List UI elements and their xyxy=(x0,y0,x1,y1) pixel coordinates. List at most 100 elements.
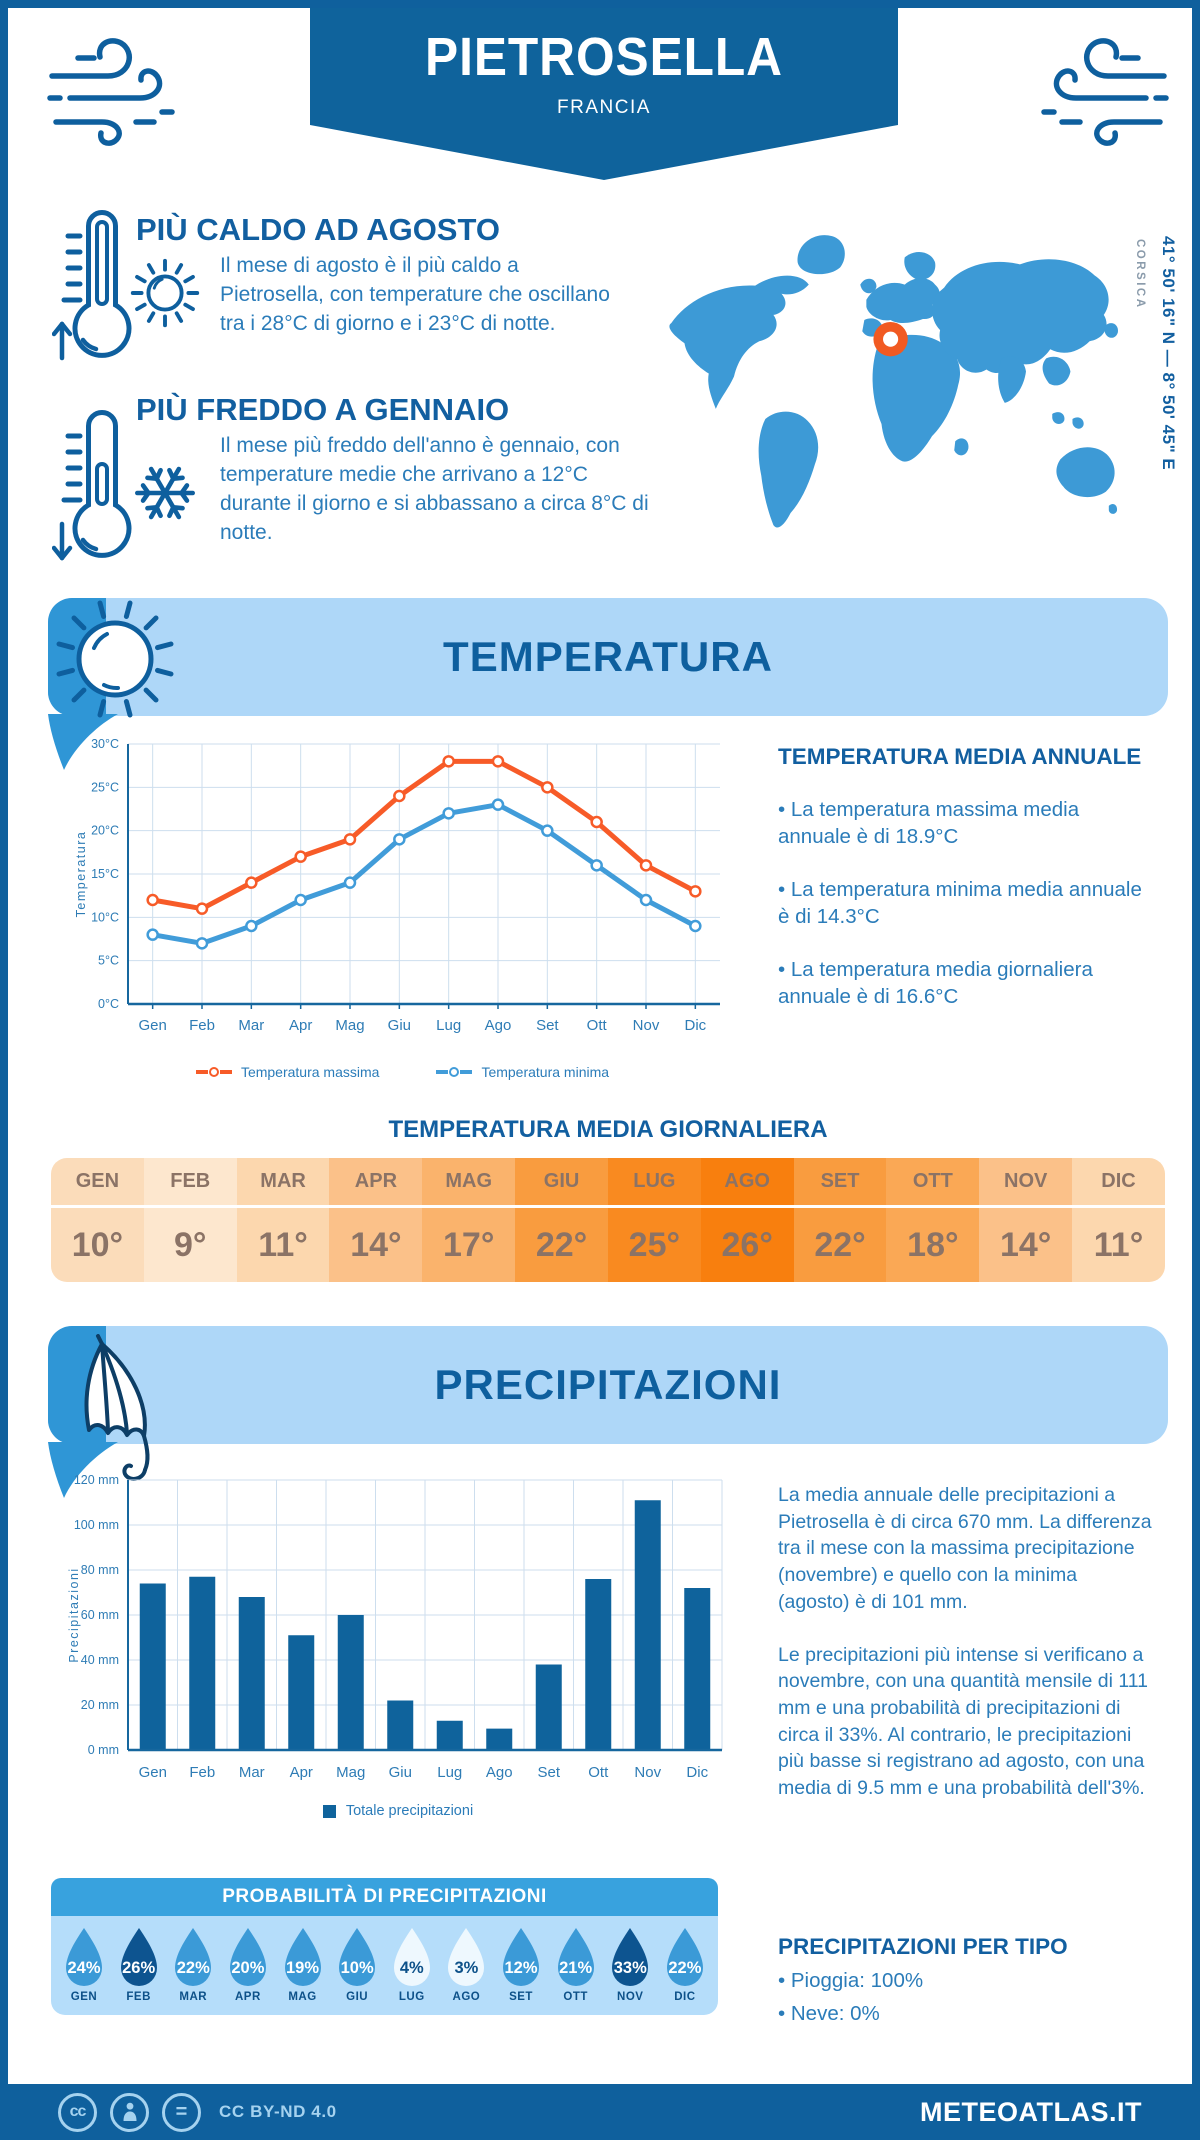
droplet-percentage: 22% xyxy=(176,1959,210,1977)
droplet-percentage: 19% xyxy=(285,1959,320,1977)
cold-month-text: Il mese più freddo dell'anno è gennaio, … xyxy=(220,434,649,544)
droplet-percentage: 21% xyxy=(559,1959,593,1977)
bar-chart-legend: Totale precipitazioni xyxy=(64,1803,732,1819)
svg-text:Temperatura: Temperatura xyxy=(74,831,88,918)
droplet-icon xyxy=(503,1928,539,1986)
svg-text:0 mm: 0 mm xyxy=(88,1743,119,1757)
world-map xyxy=(636,206,1126,541)
daily-month-label: FEB xyxy=(143,1158,237,1208)
svg-text:Mar: Mar xyxy=(238,1017,264,1034)
cc-license-icons: cc = xyxy=(58,2092,201,2132)
daily-table-column: SET 22° xyxy=(793,1158,887,1282)
precipitation-paragraph: Le precipitazioni più intense si verific… xyxy=(778,1643,1149,1800)
droplet-percentage: 22% xyxy=(668,1959,702,1977)
temperature-section-banner: TEMPERATURA xyxy=(48,598,1168,770)
svg-text:20°C: 20°C xyxy=(91,824,119,838)
legend-item: Temperatura minima xyxy=(435,1064,609,1080)
droplet-icon xyxy=(666,1928,703,1986)
svg-text:0°C: 0°C xyxy=(98,997,119,1011)
svg-text:Nov: Nov xyxy=(634,1764,661,1781)
annual-averages-block: TEMPERATURA MEDIA ANNUALE La temperatura… xyxy=(778,744,1150,1010)
svg-text:Lug: Lug xyxy=(436,1017,461,1034)
annual-averages-title: TEMPERATURA MEDIA ANNUALE xyxy=(778,744,1142,769)
svg-text:Nov: Nov xyxy=(633,1017,660,1034)
snowflake-icon xyxy=(124,452,206,539)
by-type-bullet: Neve: 0% xyxy=(778,2002,1158,2026)
region-label: CORSICA xyxy=(1134,239,1146,310)
footer: cc = CC BY-ND 4.0 METEOATLAS.IT xyxy=(8,2084,1192,2140)
svg-text:Feb: Feb xyxy=(189,1764,215,1781)
legend-swatch xyxy=(322,1804,336,1818)
precipitation-bar-chart: 0 mm 20 mm 40 mm 60 mm 80 mm 100 mm 120 mm Gen F… xyxy=(64,1468,732,1825)
daily-month-label: DIC xyxy=(1072,1158,1165,1208)
probability-droplet: 22% DIC xyxy=(660,1926,710,2003)
daily-table-column: GEN 10° xyxy=(51,1158,144,1282)
droplet-percentage: 20% xyxy=(231,1959,265,1977)
daily-month-label: AGO xyxy=(700,1158,794,1208)
droplet-month: MAG xyxy=(288,1991,317,2003)
droplet-percentage: 3% xyxy=(454,1959,479,1977)
sun-banner-icon xyxy=(40,586,190,741)
droplet-month: AGO xyxy=(452,1991,481,2003)
droplet-month: APR xyxy=(234,1991,261,2003)
probability-droplet: 20% APR xyxy=(223,1926,273,2003)
svg-text:20 mm: 20 mm xyxy=(81,1698,119,1712)
probability-droplet: 4% LUG xyxy=(387,1926,437,2003)
droplet-month: GEN xyxy=(70,1991,98,2003)
banner-tail xyxy=(48,1442,134,1505)
daily-month-label: APR xyxy=(329,1158,423,1208)
probability-droplet: 33% NOV xyxy=(605,1926,655,2003)
svg-text:Set: Set xyxy=(536,1017,559,1034)
svg-text:Ago: Ago xyxy=(486,1764,513,1781)
daily-temp-value: 26° xyxy=(721,1225,773,1264)
droplet-icon xyxy=(120,1928,157,1986)
daily-temp-value: 10° xyxy=(71,1225,124,1264)
droplet-month: GIU xyxy=(346,1991,369,2003)
droplet-percentage: 4% xyxy=(399,1959,424,1977)
cc-icon: cc xyxy=(58,2092,97,2132)
svg-text:Precipitazioni: Precipitazioni xyxy=(67,1567,81,1662)
droplet-month: OTT xyxy=(563,1991,588,2003)
header-banner: PIETROSELLA FRANCIA xyxy=(310,8,898,180)
droplet-percentage: 24% xyxy=(67,1959,101,1977)
droplet-percentage: 26% xyxy=(122,1959,156,1977)
svg-text:Gen: Gen xyxy=(139,1764,167,1781)
annual-bullet: La temperatura massima media annuale è d… xyxy=(778,796,1150,850)
droplet-icon xyxy=(229,1928,266,1986)
probability-droplet: 10% GIU xyxy=(332,1926,382,2003)
daily-temp-value: 11° xyxy=(1093,1225,1144,1264)
thermometer-cold-icon xyxy=(51,406,147,569)
probability-droplet: 21% OTT xyxy=(551,1926,601,2003)
svg-text:Ott: Ott xyxy=(588,1764,609,1781)
svg-text:Mar: Mar xyxy=(239,1764,265,1781)
droplet-percentage: 10% xyxy=(340,1959,374,1977)
svg-text:100 mm: 100 mm xyxy=(74,1518,119,1532)
daily-table-column: GIU 22° xyxy=(515,1158,608,1282)
daily-table-column: OTT 18° xyxy=(886,1158,980,1282)
temperature-line-chart: Gen Feb Mar Apr Mag Giu Lug Ago Set Ott Nov Dic 0°C 5… xyxy=(72,728,732,1071)
svg-text:40 mm: 40 mm xyxy=(81,1653,119,1667)
svg-text:Set: Set xyxy=(537,1764,560,1781)
thermometer-hot-icon xyxy=(51,206,147,369)
probability-droplets-row: 24% GEN 26% FEB 22% MAR 20% APR 19% MAG … xyxy=(51,1916,718,2015)
droplet-percentage: 33% xyxy=(613,1959,647,1977)
svg-text:30°C: 30°C xyxy=(91,737,119,751)
daily-month-label: SET xyxy=(793,1158,887,1208)
wind-icon xyxy=(1032,30,1172,157)
svg-text:Feb: Feb xyxy=(189,1017,215,1034)
daily-temp-value: 11° xyxy=(258,1225,308,1264)
droplet-icon xyxy=(66,1928,102,1986)
daily-temp-value: 9° xyxy=(173,1225,207,1264)
daily-month-label: LUG xyxy=(607,1158,701,1208)
svg-text:Apr: Apr xyxy=(289,1017,312,1034)
probability-droplet: 12% SET xyxy=(496,1926,546,2003)
droplet-month: FEB xyxy=(126,1991,151,2003)
daily-month-label: OTT xyxy=(886,1158,980,1208)
droplet-icon xyxy=(339,1928,376,1986)
daily-table-column: LUG 25° xyxy=(607,1158,701,1282)
droplet-month: DIC xyxy=(674,1991,696,2003)
daily-table-column: MAR 11° xyxy=(236,1158,330,1282)
svg-text:Mag: Mag xyxy=(335,1017,364,1034)
legend-label: Totale precipitazioni xyxy=(345,1803,474,1819)
